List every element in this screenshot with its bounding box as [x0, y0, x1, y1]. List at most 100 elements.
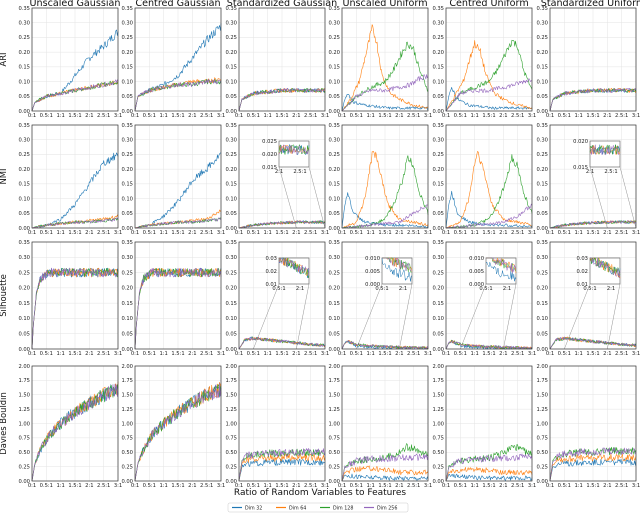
y-tick-label: 0.35: [536, 6, 548, 12]
y-tick-label: 0.05: [328, 211, 340, 217]
inset-series-line: [278, 143, 310, 155]
x-tick-label: 1:1: [56, 230, 64, 236]
x-tick-label: 2.5:1: [615, 230, 628, 236]
x-tick-label: 2.5:1: [200, 351, 213, 357]
y-tick-label: 0.75: [328, 436, 340, 442]
inset-y-tick: 0.005: [469, 269, 484, 275]
y-tick-label: 0.30: [328, 138, 340, 144]
y-tick-label: 0.00: [328, 347, 340, 353]
y-tick-label: 0.25: [225, 35, 237, 41]
y-tick-label: 0.30: [432, 21, 444, 27]
x-tick-label: 0:1: [546, 483, 554, 489]
y-tick-label: 0.10: [536, 79, 548, 85]
subplot: 0.00 0.25 0.50 0.75 1.00 1.25 1.50 1.75 2.00 0:1 0…: [225, 364, 329, 489]
y-tick-label: 0.30: [18, 21, 30, 27]
x-tick-label: 1.5:1: [68, 351, 81, 357]
y-tick-label: 0.00: [328, 109, 340, 115]
y-tick-label: 0.50: [225, 450, 237, 456]
y-tick-label: 0.35: [536, 240, 548, 246]
subplot: 0.00 0.05 0.10 0.15 0.20 0.25 0.30 0.35 0:1 0.5:1…: [121, 123, 225, 236]
y-tick-label: 0.05: [328, 332, 340, 338]
series-line-dim-256: [238, 448, 325, 482]
y-tick-label: 0.35: [328, 123, 340, 129]
subplot: 0.00 0.05 0.10 0.15 0.20 0.25 0.30 0.35 0:1 0.5:1…: [18, 123, 122, 236]
y-tick-label: 0.10: [432, 316, 444, 322]
y-tick-label: 0.10: [121, 316, 133, 322]
subplot: 0.00 0.05 0.10 0.15 0.20 0.25 0.30 0.35 0:1 0.5:1…: [432, 6, 536, 119]
series-line-dim-256: [238, 88, 326, 112]
y-tick-label: 0.30: [121, 255, 133, 261]
y-tick-label: 0.00: [432, 347, 444, 353]
x-tick-label: 3:1: [528, 483, 536, 489]
inset-y-tick: 0.02: [576, 269, 588, 275]
inset-x-tick: 0.5:1: [375, 286, 388, 292]
y-tick-label: 0.75: [432, 436, 444, 442]
y-tick-label: 0.15: [328, 182, 340, 188]
x-tick-label: 0:1: [131, 230, 139, 236]
series-line-dim-256: [31, 267, 119, 350]
series-line-dim-64: [341, 24, 429, 112]
x-tick-label: 0.5:1: [350, 351, 363, 357]
inset-x-tick: 2:1: [399, 286, 407, 292]
subplot: 0.01 0.02 0.03 0.5:1 2:1 0.00 0.05 0.10 0.15 0.20…: [536, 240, 640, 357]
inset-y-tick: 0.005: [365, 269, 380, 275]
x-tick-label: 3:1: [632, 351, 640, 357]
y-tick-label: 0.15: [225, 182, 237, 188]
y-tick-label: 0.00: [121, 226, 133, 232]
y-tick-label: 0.15: [432, 182, 444, 188]
x-tick-label: 1:1: [470, 230, 478, 236]
y-tick-label: 0.25: [536, 270, 548, 276]
x-tick-label: 2.5:1: [511, 351, 524, 357]
y-tick-label: 0.00: [432, 479, 444, 485]
y-tick-label: 0.10: [432, 196, 444, 202]
y-tick-label: 0.30: [121, 138, 133, 144]
y-tick-label: 0.15: [121, 301, 133, 307]
inset-connector: [278, 166, 297, 229]
x-tick-label: 0:1: [235, 351, 243, 357]
x-tick-label: 2:1: [499, 483, 507, 489]
plot-frame: [549, 241, 637, 350]
y-tick-label: 0.00: [225, 226, 237, 232]
subplot: 0.00 0.05 0.10 0.15 0.20 0.25 0.30 0.35 0:1 0.5:1…: [121, 6, 225, 119]
y-tick-label: 0.20: [225, 167, 237, 173]
plot-frame: [445, 124, 533, 229]
series-line-dim-128: [134, 267, 222, 350]
y-tick-label: 0.00: [18, 109, 30, 115]
x-tick-label: 1:1: [263, 351, 271, 357]
x-tick-label: 1.5:1: [482, 483, 495, 489]
series-line-dim-256: [445, 340, 533, 350]
plot-frame: [134, 124, 222, 229]
y-tick-label: 0.00: [536, 226, 548, 232]
series-line-dim-256: [341, 204, 429, 229]
series-line-dim-256: [549, 88, 637, 112]
y-tick-label: 0.15: [328, 301, 340, 307]
y-tick-label: 0.10: [18, 196, 30, 202]
y-tick-label: 0.35: [121, 123, 133, 129]
y-tick-label: 0.15: [18, 301, 30, 307]
y-tick-label: 0.30: [432, 138, 444, 144]
series-line-dim-256: [31, 383, 119, 482]
y-tick-label: 0.35: [225, 240, 237, 246]
x-tick-label: 1:1: [574, 483, 582, 489]
y-tick-label: 1.75: [18, 378, 30, 384]
x-tick-label: 0.5:1: [558, 351, 571, 357]
x-tick-label: 1.5:1: [275, 483, 288, 489]
plot-frame: [445, 7, 533, 112]
y-tick-label: 0.35: [18, 123, 30, 129]
x-tick-label: 1:1: [263, 113, 271, 119]
x-tick-label: 0.5:1: [247, 113, 260, 119]
y-tick-label: 2.00: [225, 364, 237, 370]
x-tick-label: 0:1: [28, 483, 36, 489]
x-tick-label: 0:1: [442, 113, 450, 119]
y-tick-label: 0.15: [121, 182, 133, 188]
subplot: 0.00 0.25 0.50 0.75 1.00 1.25 1.50 1.75 2.00 0:1 0…: [18, 364, 122, 489]
inset-connector: [399, 283, 413, 350]
x-tick-label: 1.5:1: [68, 483, 81, 489]
y-tick-label: 1.75: [121, 378, 133, 384]
y-tick-label: 0.25: [121, 464, 133, 470]
y-tick-label: 0.25: [328, 35, 340, 41]
y-tick-label: 0.05: [536, 211, 548, 217]
subplot: 0.00 0.05 0.10 0.15 0.20 0.25 0.30 0.35 0:1 0.5:1…: [536, 6, 640, 119]
y-tick-label: 2.00: [536, 364, 548, 370]
y-tick-label: 0.00: [536, 109, 548, 115]
